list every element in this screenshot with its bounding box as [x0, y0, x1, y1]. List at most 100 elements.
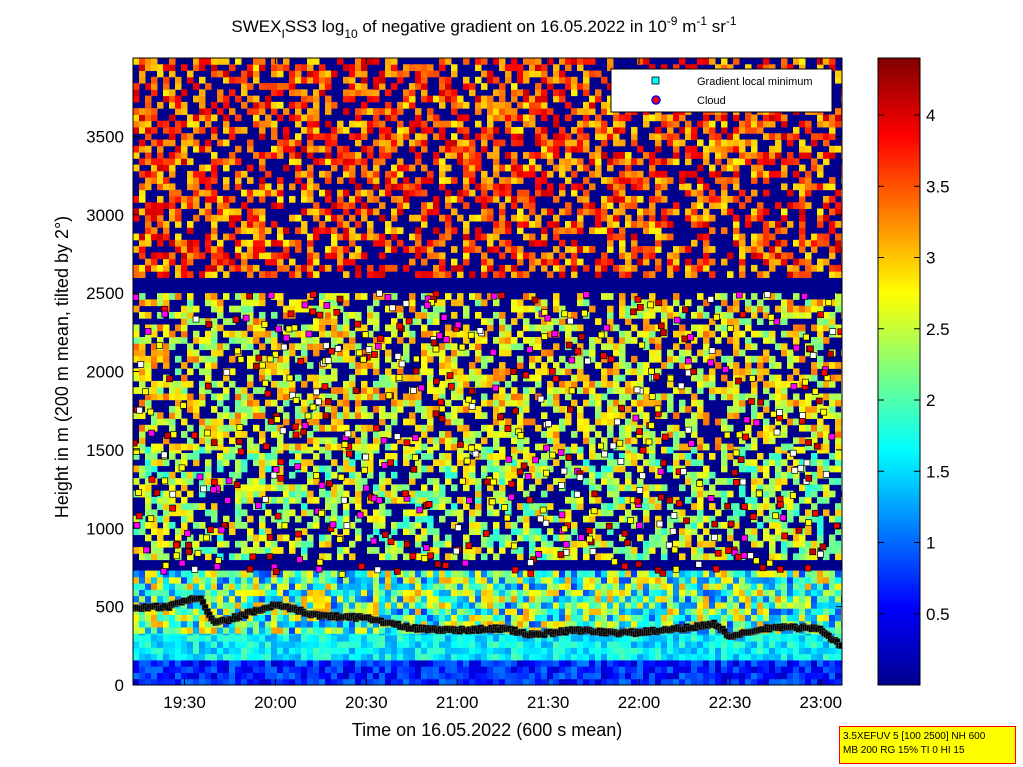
heatmap-cell	[679, 324, 686, 332]
heatmap-cell	[691, 459, 698, 467]
heatmap-cell	[481, 393, 488, 401]
heatmap-cell	[253, 672, 260, 680]
heatmap-cell	[451, 484, 458, 492]
heatmap-cell	[577, 374, 584, 382]
heatmap-cell	[427, 453, 434, 460]
heatmap-cell	[235, 496, 242, 504]
heatmap-cell	[679, 399, 686, 407]
heatmap-cell	[661, 547, 668, 554]
heatmap-cell	[319, 595, 326, 603]
heatmap-cell	[175, 465, 182, 473]
heatmap-cell	[163, 343, 170, 351]
heatmap-cell	[475, 509, 482, 517]
heatmap-cell	[289, 620, 296, 628]
heatmap-cell	[499, 387, 506, 394]
heatmap-cell	[373, 570, 380, 578]
heatmap-cell	[343, 393, 350, 401]
heatmap-cell	[379, 583, 386, 590]
heatmap-cell	[649, 653, 656, 661]
heatmap-cell	[547, 634, 554, 642]
heatmap-cell	[403, 355, 410, 363]
heatmap-cell	[679, 355, 686, 363]
heatmap-cell	[613, 412, 620, 420]
heatmap-cell	[727, 355, 734, 363]
heatmap-cell	[187, 299, 194, 307]
heatmap-cell	[415, 647, 422, 655]
heatmap-cell	[361, 478, 368, 485]
heatmap-cell	[781, 653, 788, 661]
heatmap-cell	[241, 540, 248, 548]
heatmap-cell	[181, 305, 188, 313]
heatmap-cell	[421, 534, 428, 542]
heatmap-cell	[223, 330, 230, 338]
heatmap-cell	[391, 471, 398, 479]
heatmap-cell	[223, 678, 230, 685]
heatmap-cell	[163, 540, 170, 548]
heatmap-cell	[289, 659, 296, 667]
heatmap-cell	[313, 305, 320, 313]
heatmap-cell	[793, 305, 800, 313]
heatmap-cell	[829, 678, 836, 685]
heatmap-cell	[433, 478, 440, 485]
heatmap-cell	[805, 570, 812, 578]
heatmap-cell	[151, 614, 158, 622]
heatmap-cell	[733, 459, 740, 467]
heatmap-cell	[625, 478, 632, 485]
heatmap-cell	[301, 337, 308, 344]
heatmap-cell	[151, 595, 158, 603]
heatmap-cell	[511, 424, 518, 432]
heatmap-cell	[487, 647, 494, 655]
heatmap-cell	[445, 647, 452, 655]
heatmap-cell	[721, 521, 728, 529]
heatmap-cell	[463, 583, 470, 590]
heatmap-cell	[781, 490, 788, 498]
heatmap-cell	[319, 583, 326, 590]
heatmap-cell	[697, 666, 704, 673]
heatmap-cell	[343, 515, 350, 523]
heatmap-cell	[295, 659, 302, 667]
heatmap-cell	[211, 570, 218, 578]
heatmap-cell	[793, 337, 800, 344]
heatmap-cell	[691, 521, 698, 529]
heatmap-cell	[439, 672, 446, 680]
heatmap-cell	[433, 647, 440, 655]
heatmap-cell	[223, 405, 230, 413]
heatmap-cell	[133, 478, 140, 485]
heatmap-cell	[187, 393, 194, 401]
heatmap-cell	[361, 576, 368, 584]
heatmap-cell	[691, 503, 698, 510]
heatmap-cell	[619, 547, 626, 554]
heatmap-cell	[361, 659, 368, 667]
heatmap-cell	[751, 471, 758, 479]
heatmap-cell	[583, 553, 590, 561]
heatmap-cell	[757, 666, 764, 673]
heatmap-cell	[271, 431, 278, 438]
heatmap-cell	[667, 393, 674, 401]
heatmap-cell	[199, 478, 206, 485]
heatmap-cell	[337, 608, 344, 615]
heatmap-cell	[565, 620, 572, 628]
heatmap-cell	[517, 362, 524, 369]
heatmap-cell	[559, 647, 566, 655]
heatmap-cell	[631, 337, 638, 344]
heatmap-cell	[439, 490, 446, 498]
heatmap-cell	[733, 672, 740, 680]
heatmap-cell	[193, 503, 200, 510]
heatmap-cell	[619, 608, 626, 615]
heatmap-cell	[211, 659, 218, 667]
heatmap-cell	[307, 678, 314, 685]
heatmap-cell	[745, 443, 752, 451]
heatmap-cell	[571, 311, 578, 319]
heatmap-cell	[511, 465, 518, 473]
heatmap-cell	[181, 614, 188, 622]
heatmap-cell	[679, 641, 686, 648]
heatmap-cell	[457, 601, 464, 609]
heatmap-cell	[793, 608, 800, 615]
heatmap-cell	[655, 471, 662, 479]
heatmap-cell	[613, 653, 620, 661]
heatmap-cell	[181, 324, 188, 332]
heatmap-cell	[145, 471, 152, 479]
heatmap-cell	[751, 380, 758, 388]
heatmap-cell	[235, 515, 242, 523]
heatmap-cell	[343, 595, 350, 603]
